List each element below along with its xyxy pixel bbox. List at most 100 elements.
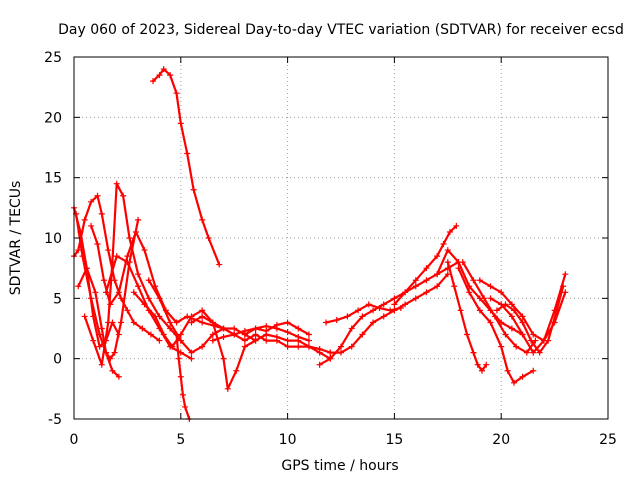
- data-point: [188, 349, 195, 356]
- data-point: [209, 319, 216, 326]
- y-tick-label: 25: [44, 50, 62, 66]
- data-point: [130, 319, 137, 326]
- data-point: [220, 333, 227, 340]
- series-arc4: [75, 216, 142, 362]
- data-point: [216, 261, 223, 268]
- x-tick-label: 10: [279, 432, 297, 448]
- data-point: [199, 319, 206, 326]
- data-point: [179, 391, 186, 398]
- data-point: [160, 331, 167, 338]
- data-point: [141, 247, 148, 254]
- data-point: [402, 289, 409, 296]
- data-point: [412, 295, 419, 302]
- data-point: [205, 235, 212, 241]
- data-point: [105, 319, 112, 326]
- data-point: [152, 313, 159, 320]
- series-line: [175, 333, 191, 421]
- data-point: [273, 333, 280, 340]
- series-arc12: [188, 313, 334, 392]
- data-point: [188, 319, 195, 326]
- data-point: [464, 331, 471, 338]
- data-point: [177, 337, 184, 344]
- data-point: [519, 373, 526, 380]
- data-point: [167, 319, 174, 326]
- series-arc17: [323, 301, 404, 326]
- data-point: [491, 313, 498, 320]
- data-point: [263, 337, 270, 344]
- y-tick-label: 15: [44, 171, 62, 187]
- series-line: [446, 261, 488, 372]
- data-point: [530, 349, 537, 356]
- data-point: [209, 337, 216, 344]
- data-point: [316, 361, 323, 368]
- y-tick-label: 5: [53, 291, 62, 307]
- data-point: [391, 295, 398, 302]
- data-point: [295, 325, 302, 332]
- data-point: [96, 343, 103, 350]
- data-point: [327, 349, 334, 356]
- data-point: [459, 259, 466, 266]
- x-tick-label: 0: [70, 432, 79, 448]
- series-line: [329, 273, 449, 354]
- data-point: [444, 271, 451, 278]
- data-point: [327, 355, 334, 362]
- data-point: [344, 313, 351, 320]
- data-point: [103, 289, 110, 296]
- data-point: [132, 228, 139, 235]
- data-point: [156, 72, 163, 79]
- data-point: [105, 247, 112, 254]
- data-point: [487, 283, 494, 290]
- data-point: [402, 301, 409, 308]
- x-tick-label: 15: [385, 432, 403, 448]
- data-point: [434, 253, 441, 260]
- data-point: [75, 247, 82, 254]
- series-arc10: [150, 66, 223, 268]
- series-line: [495, 285, 565, 354]
- data-point: [167, 325, 174, 332]
- data-point: [135, 271, 142, 278]
- data-point: [359, 313, 366, 320]
- data-point: [100, 277, 107, 284]
- data-point: [115, 373, 122, 380]
- data-point: [470, 277, 477, 284]
- data-point: [88, 295, 95, 302]
- data-point: [338, 349, 344, 356]
- series-arc16: [327, 271, 451, 356]
- series-line: [89, 224, 225, 330]
- series-line: [489, 273, 567, 354]
- data-point: [241, 343, 248, 350]
- data-point: [184, 150, 191, 157]
- data-point: [231, 325, 238, 332]
- series-line: [211, 325, 311, 342]
- data-point: [252, 337, 259, 344]
- series-arc20: [444, 259, 490, 374]
- data-point: [173, 331, 180, 338]
- data-point: [160, 66, 167, 73]
- data-point: [498, 343, 505, 350]
- data-point: [519, 313, 526, 320]
- data-point: [98, 325, 105, 332]
- data-point: [79, 253, 86, 260]
- data-point: [487, 295, 494, 302]
- data-point: [98, 361, 105, 368]
- data-point: [167, 72, 174, 79]
- grid-lines: [74, 57, 608, 419]
- data-point: [284, 329, 291, 336]
- data-point: [169, 343, 176, 350]
- data-point: [124, 253, 131, 260]
- data-point: [519, 319, 526, 326]
- data-point: [523, 349, 530, 356]
- data-point: [457, 307, 464, 314]
- data-point: [209, 331, 216, 338]
- data-point: [150, 78, 157, 85]
- data-point: [284, 337, 291, 344]
- y-tick-label: 10: [44, 231, 62, 247]
- series-line: [77, 218, 140, 360]
- series-arc18: [391, 222, 460, 308]
- series-line: [132, 291, 332, 354]
- data-point: [115, 289, 122, 296]
- data-point: [476, 307, 483, 314]
- data-point: [391, 301, 398, 308]
- data-point: [98, 210, 105, 217]
